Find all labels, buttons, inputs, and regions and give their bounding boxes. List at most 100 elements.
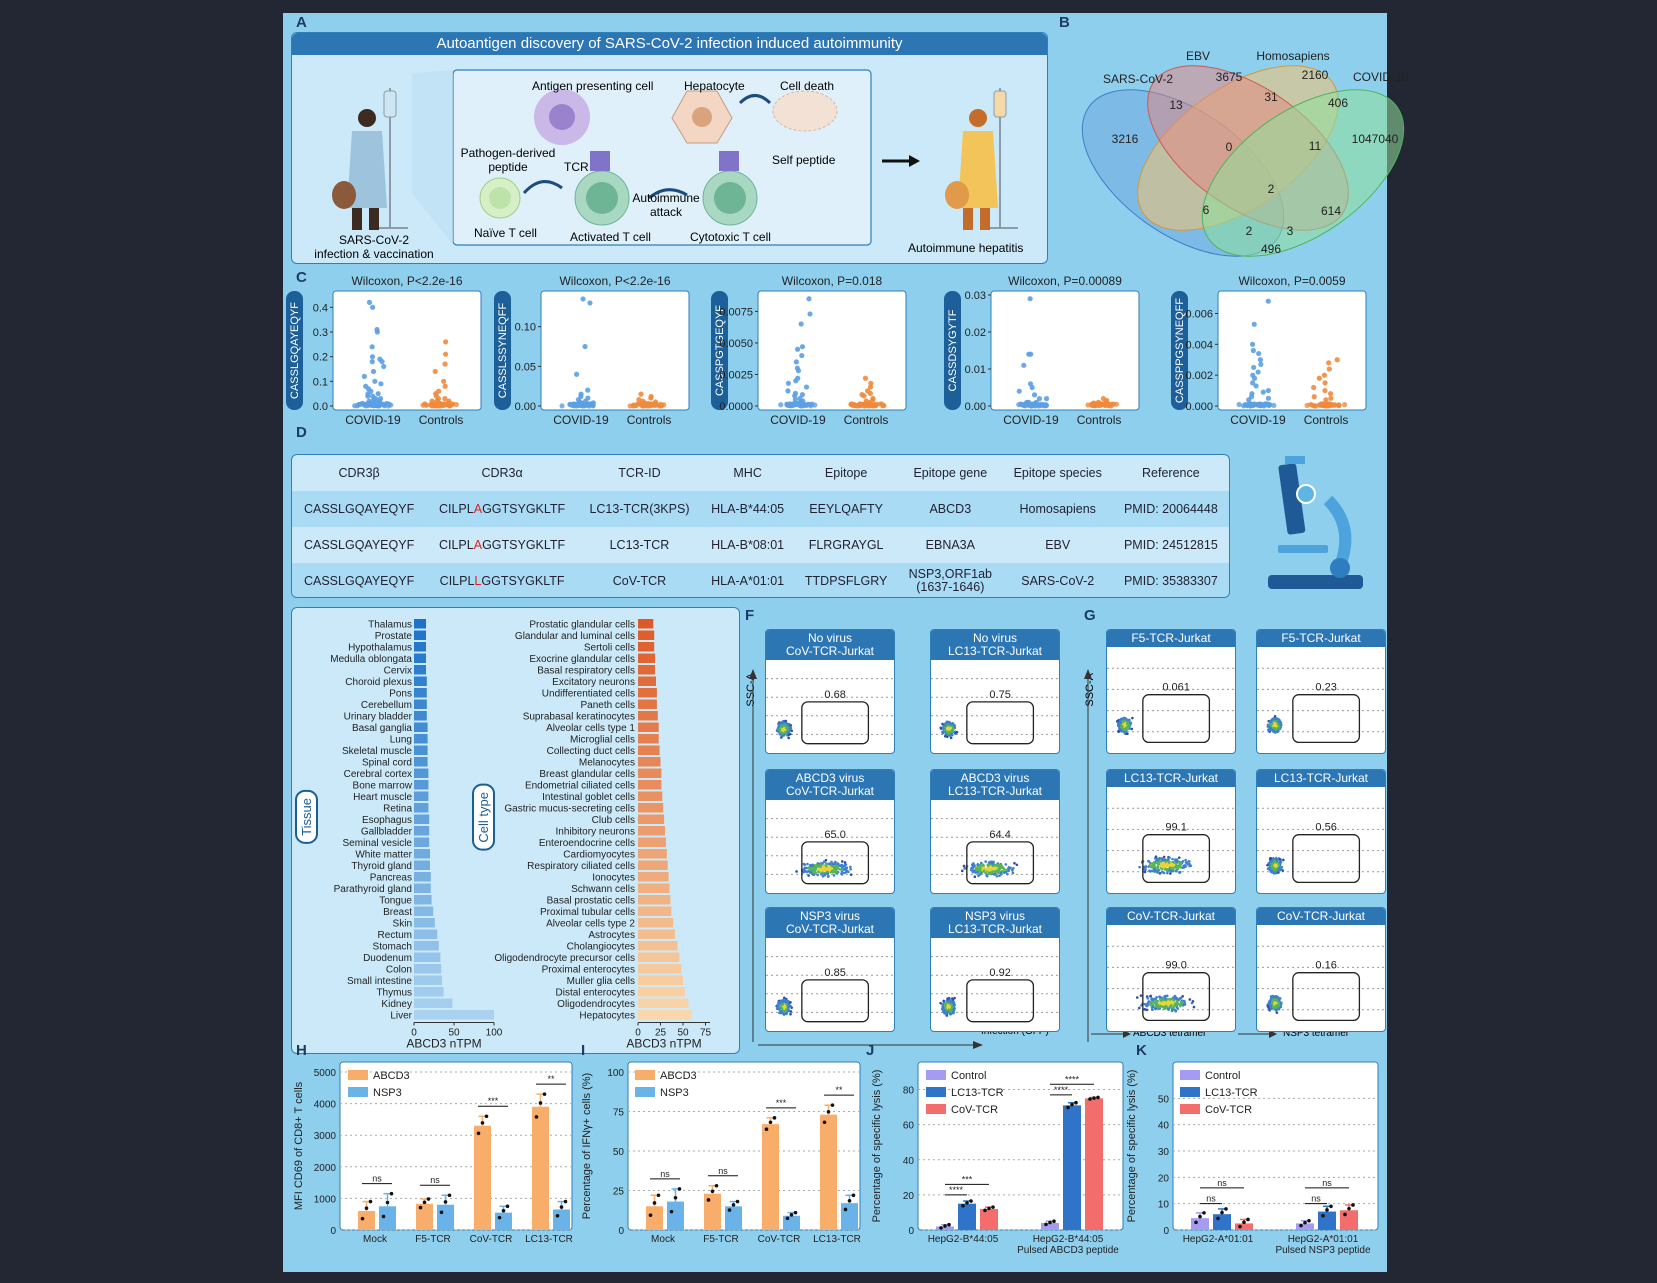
event-dot (1153, 1001, 1157, 1005)
event-dot (807, 867, 810, 870)
data-point (1265, 298, 1271, 304)
event-dot (1149, 1002, 1153, 1005)
data-point (806, 296, 812, 302)
bar (704, 1193, 721, 1230)
table-header-row: CDR3β CDR3α TCR-ID MHC Epitope Epitope g… (292, 455, 1229, 491)
event-dot (978, 864, 981, 867)
x-tick-label: F5-TCR (415, 1234, 451, 1245)
category-label: Tongue (379, 896, 412, 907)
replicate-point (1048, 1220, 1052, 1225)
bar (820, 1114, 837, 1230)
event-dot (783, 1005, 787, 1009)
event-dot (1269, 856, 1272, 860)
event-dot (787, 736, 790, 740)
category-label: Parathyroid gland (334, 884, 412, 895)
event-dot (840, 870, 844, 873)
gate (801, 979, 870, 1023)
event-dot (1117, 729, 1120, 733)
data-point (1318, 401, 1324, 407)
event-dot (1143, 1008, 1147, 1011)
cell-cdr3b: CASSLGQAYEQYF (303, 538, 415, 552)
legend-swatch (926, 1070, 946, 1080)
ylabel-pill (286, 291, 303, 410)
data-point (1246, 397, 1252, 403)
event-dot (1165, 1002, 1169, 1006)
replicate-point (714, 1183, 719, 1188)
category-label: Proximal tubular cells (540, 907, 635, 918)
event-dot (1166, 860, 1170, 864)
data-point (799, 352, 805, 359)
event-dot (782, 996, 786, 1000)
event-dot (843, 861, 847, 864)
data-point (385, 403, 391, 409)
bar (474, 1125, 491, 1230)
bar (638, 837, 666, 847)
replicate-point (534, 1115, 539, 1119)
significance-label: ns (1217, 1178, 1227, 1188)
data-point (1251, 375, 1258, 381)
replicate-point (1044, 1222, 1048, 1227)
bar (414, 803, 429, 813)
category-label: White matter (355, 850, 412, 861)
data-point (447, 402, 453, 408)
replicate-point (1092, 1096, 1096, 1100)
event-dot (1011, 871, 1015, 875)
event-dot (1183, 1003, 1187, 1006)
event-dot (1276, 730, 1279, 734)
event-dot (789, 724, 793, 727)
chart-title: Wilcoxon, P<2.2e-16 (351, 274, 462, 288)
event-dot (988, 869, 991, 872)
event-dot (1277, 1004, 1281, 1008)
flow-plot-title: NSP3 virus CoV-TCR-Jurkat (766, 908, 894, 938)
replicate-point (501, 1208, 506, 1213)
flow-plot: F5-TCR-Jurkat 0.061 (1106, 629, 1236, 754)
event-dot (843, 863, 847, 866)
venn-set-label: Homosapiens (1256, 49, 1329, 63)
data-point (1323, 397, 1329, 403)
venn-count: 2 (1268, 182, 1275, 196)
flow-plot-title: NSP3 virus LC13-TCR-Jurkat (931, 908, 1059, 938)
bar (1041, 1222, 1059, 1230)
bar (638, 734, 659, 744)
y-tick-label: 80 (903, 1086, 915, 1097)
bar (638, 941, 678, 951)
replicate-point (447, 1193, 452, 1198)
data-point (1088, 401, 1095, 408)
event-dot (946, 1002, 949, 1005)
bar (414, 975, 442, 985)
event-dot (947, 1004, 951, 1007)
event-dot (1155, 870, 1159, 873)
event-dot (1176, 1002, 1180, 1006)
arrow-icon (738, 94, 772, 105)
y-axis-label: MFI CD69 of CD8+ T cells (293, 1081, 305, 1210)
event-dot (1123, 721, 1127, 725)
event-dot (995, 874, 999, 878)
venn-count: 13 (1169, 98, 1183, 112)
event-dot (1128, 718, 1131, 722)
data-point (1031, 392, 1038, 398)
event-dot (951, 733, 954, 737)
event-dot (1157, 862, 1161, 866)
event-dot (1174, 865, 1177, 869)
data-point (1271, 402, 1277, 408)
category-label: Lung (390, 735, 412, 746)
y-axis-label: Percentage of specific lysis (%) (1126, 1070, 1138, 1223)
data-point (1027, 296, 1033, 302)
category-label: Cholangiocytes (567, 942, 635, 953)
g-xaxis-label-1: ABCD3 tetramer (1133, 1028, 1207, 1039)
event-dot (989, 860, 992, 864)
scatter-chart-C4: CASSDSYGYTF Wilcoxon, P=0.00089 0.00 0.01 0.… (944, 274, 1140, 427)
data-point (642, 401, 648, 407)
y-tick-label: 0.000 (1185, 401, 1213, 413)
data-point (785, 402, 791, 408)
replicate-point (1202, 1211, 1206, 1215)
bar (958, 1203, 976, 1230)
data-point (880, 402, 886, 408)
data-point (442, 396, 448, 402)
bar (414, 711, 427, 721)
event-dot (953, 1006, 956, 1010)
cdr3a-mutation: L (474, 574, 482, 588)
event-dot (997, 871, 1001, 875)
event-dot (835, 866, 839, 870)
event-dot (803, 863, 807, 867)
